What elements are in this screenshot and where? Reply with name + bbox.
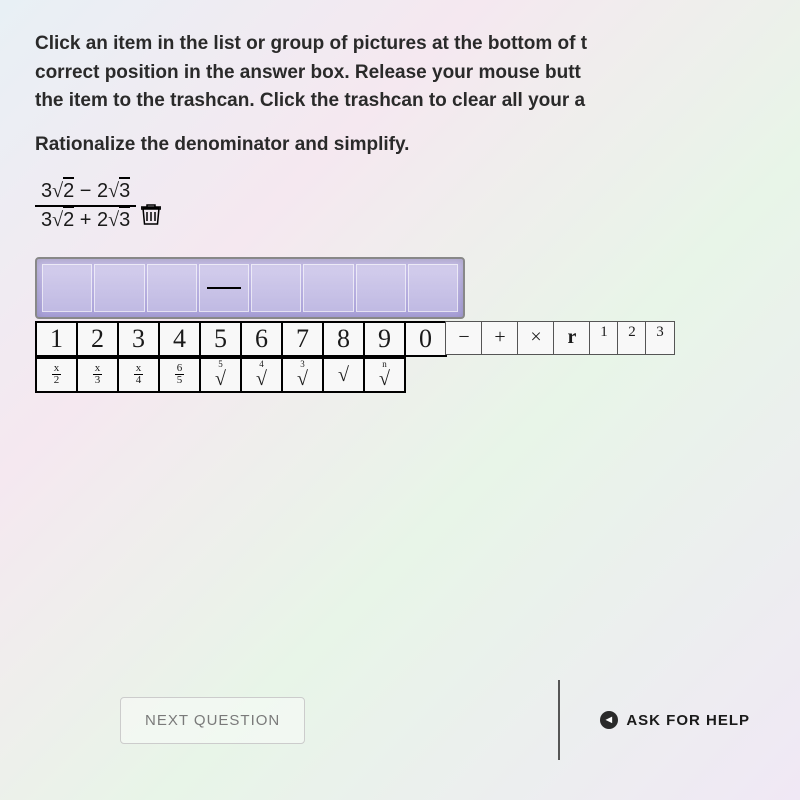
trash-icon[interactable] xyxy=(141,202,161,232)
sqrt-symbol: √ xyxy=(108,180,119,202)
ask-help-label: ASK FOR HELP xyxy=(626,712,750,729)
answer-slot[interactable] xyxy=(147,264,197,312)
palette-num-9[interactable]: 9 xyxy=(363,321,406,357)
palette-num-2[interactable]: 2 xyxy=(76,321,119,357)
palette-root[interactable]: 3√ xyxy=(281,357,324,393)
palette-num-6[interactable]: 6 xyxy=(240,321,283,357)
num-rad2: 3 xyxy=(119,177,130,202)
num-rad1: 2 xyxy=(63,177,74,202)
palette-fraction[interactable]: x4 xyxy=(117,357,160,393)
ask-for-help-link[interactable]: ◄ ASK FOR HELP xyxy=(600,711,750,729)
num-op: − xyxy=(80,180,92,202)
footer-divider xyxy=(558,680,560,760)
den-coef1: 3 xyxy=(41,209,52,231)
palette-root[interactable]: 4√ xyxy=(240,357,283,393)
palette-fraction[interactable]: x2 xyxy=(35,357,78,393)
answer-slot[interactable] xyxy=(303,264,353,312)
footer: NEXT QUESTION ◄ ASK FOR HELP xyxy=(0,680,800,760)
sqrt-symbol: √ xyxy=(108,209,119,231)
palette-fraction[interactable]: 65 xyxy=(158,357,201,393)
palette-root[interactable]: 5√ xyxy=(199,357,242,393)
palette-op[interactable]: + xyxy=(481,321,519,355)
den-coef2: 2 xyxy=(97,209,108,231)
palette-num-5[interactable]: 5 xyxy=(199,321,242,357)
answer-box[interactable] xyxy=(35,257,465,319)
palette-sup-3[interactable]: 3 xyxy=(645,321,675,355)
num-coef1: 3 xyxy=(41,180,52,202)
sqrt-symbol: √ xyxy=(52,180,63,202)
palette-num-1[interactable]: 1 xyxy=(35,321,78,357)
den-rad2: 3 xyxy=(119,206,130,231)
math-expression: 3√2 − 2√3 3√2 + 2√3 xyxy=(35,178,136,234)
fraction-bar xyxy=(207,287,241,289)
palette-num-3[interactable]: 3 xyxy=(117,321,160,357)
palette-op[interactable]: − xyxy=(445,321,483,355)
palette-row-2: x2x3x465 5√4√3√√n√ xyxy=(35,357,765,393)
palette-fraction[interactable]: x3 xyxy=(76,357,119,393)
answer-slot[interactable] xyxy=(42,264,92,312)
answer-slot[interactable] xyxy=(94,264,144,312)
palette-num-8[interactable]: 8 xyxy=(322,321,365,357)
instruction-line3: the item to the trashcan. Click the tras… xyxy=(35,87,765,116)
palette-root[interactable]: √ xyxy=(322,357,365,393)
help-icon: ◄ xyxy=(600,711,618,729)
palette-num-4[interactable]: 4 xyxy=(158,321,201,357)
sqrt-symbol: √ xyxy=(52,209,63,231)
palette-num-0[interactable]: 0 xyxy=(404,321,447,357)
palette-row-1: 1234567890 −+× r 123 xyxy=(35,321,765,357)
denominator: 3√2 + 2√3 xyxy=(35,207,136,234)
next-question-button[interactable]: NEXT QUESTION xyxy=(120,697,305,744)
palette-root[interactable]: n√ xyxy=(363,357,406,393)
numerator: 3√2 − 2√3 xyxy=(35,178,136,207)
palette-sup-1[interactable]: 1 xyxy=(589,321,619,355)
instruction-line2: correct position in the answer box. Rele… xyxy=(35,59,765,88)
instruction-line1: Click an item in the list or group of pi… xyxy=(35,30,765,59)
num-coef2: 2 xyxy=(97,180,108,202)
den-rad1: 2 xyxy=(63,206,74,231)
palette-var-r[interactable]: r xyxy=(553,321,591,355)
answer-slot[interactable] xyxy=(251,264,301,312)
palette-num-7[interactable]: 7 xyxy=(281,321,324,357)
palette-op[interactable]: × xyxy=(517,321,555,355)
den-op: + xyxy=(80,209,92,231)
instructions-text: Click an item in the list or group of pi… xyxy=(35,30,765,116)
answer-slot[interactable] xyxy=(199,264,249,312)
problem-prompt: Rationalize the denominator and simplify… xyxy=(35,134,765,156)
palette-sup-2[interactable]: 2 xyxy=(617,321,647,355)
answer-slot[interactable] xyxy=(408,264,458,312)
answer-slot[interactable] xyxy=(356,264,406,312)
